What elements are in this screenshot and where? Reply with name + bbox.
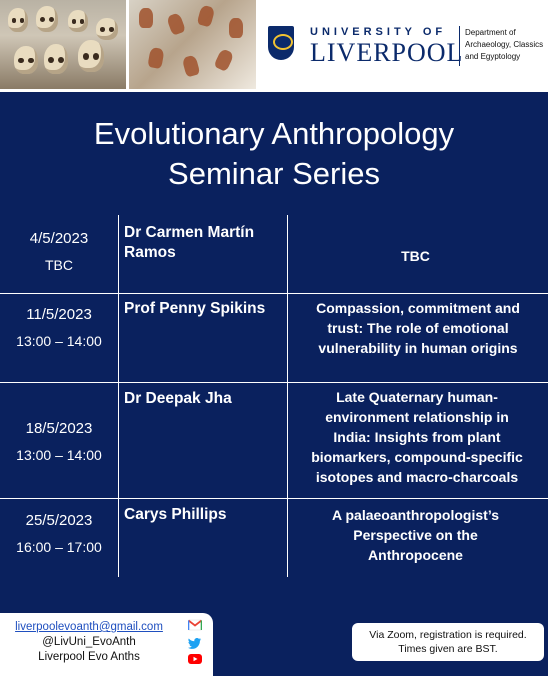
header: UNIVERSITY OF LIVERPOOL Department of Ar… bbox=[0, 0, 548, 92]
youtube-icon[interactable] bbox=[188, 653, 202, 665]
seminar-date-time: 11/5/2023 13:00 – 14:00 bbox=[0, 305, 118, 351]
hand-stencil bbox=[196, 4, 216, 28]
department-name: Department of Archaeology, Classics and … bbox=[465, 28, 544, 61]
seminar-time: 13:00 – 14:00 bbox=[16, 447, 102, 463]
registration-note: Via Zoom, registration is required. Time… bbox=[352, 623, 544, 661]
university-crest-icon bbox=[268, 26, 294, 60]
twitter-icon[interactable] bbox=[188, 637, 202, 649]
hand-stencil bbox=[181, 54, 201, 78]
seminar-talk-title: TBC bbox=[401, 248, 430, 264]
skulls-photo bbox=[0, 0, 126, 89]
seminar-date: 4/5/2023 bbox=[29, 230, 89, 247]
email-link[interactable]: liverpoolevoanth@gmail.com bbox=[15, 621, 163, 633]
seminar-time: 13:00 – 14:00 bbox=[16, 333, 102, 349]
youtube-channel[interactable]: Liverpool Evo Anths bbox=[38, 651, 140, 663]
seminar-date-time: 25/5/2023 16:00 – 17:00 bbox=[0, 511, 118, 557]
logo-divider bbox=[459, 26, 460, 66]
university-name-small: UNIVERSITY OF bbox=[310, 26, 447, 38]
skull-image bbox=[44, 44, 68, 74]
seminar-date-time: 4/5/2023 TBC bbox=[0, 229, 118, 275]
table-divider bbox=[118, 215, 119, 577]
seminar-speaker: Dr Carmen Martín Ramos bbox=[124, 224, 255, 261]
hand-stencil bbox=[213, 47, 235, 73]
gmail-icon[interactable] bbox=[188, 619, 202, 631]
hand-stencil bbox=[166, 12, 186, 36]
main-panel bbox=[0, 92, 548, 676]
speaker-line: Prof Penny Spikins bbox=[124, 300, 266, 317]
seminar-talk-title: Compassion, commitment and trust: The ro… bbox=[316, 300, 520, 356]
skull-image bbox=[96, 18, 118, 40]
seminar-time: 16:00 – 17:00 bbox=[16, 539, 102, 555]
twitter-handle[interactable]: @LivUni_EvoAnth bbox=[42, 636, 136, 648]
hand-stencil bbox=[229, 18, 243, 38]
skull-image bbox=[36, 6, 58, 32]
hand-stencil bbox=[139, 8, 153, 28]
skull-image bbox=[68, 10, 88, 32]
skull-image bbox=[14, 46, 38, 74]
table-divider bbox=[0, 382, 548, 383]
seminar-speaker: Carys Phillips bbox=[124, 506, 227, 523]
seminar-date: 18/5/2023 bbox=[25, 420, 93, 437]
hand-stencils-photo bbox=[129, 0, 256, 89]
seminar-talk-title: A palaeoanthropologist’s Perspective on … bbox=[332, 507, 499, 563]
table-divider bbox=[287, 215, 288, 577]
skull-image bbox=[78, 40, 104, 72]
contact-box: liverpoolevoanth@gmail.com @LivUni_EvoAn… bbox=[0, 613, 213, 676]
university-name: LIVERPOOL bbox=[310, 38, 464, 67]
table-divider bbox=[0, 498, 548, 499]
seminar-date: 11/5/2023 bbox=[26, 306, 92, 323]
page-title: Evolutionary Anthropology Seminar Series bbox=[93, 116, 455, 191]
hand-stencil bbox=[147, 46, 165, 70]
seminar-speaker: Prof Penny Spikins bbox=[124, 299, 286, 319]
skull-image bbox=[8, 8, 28, 32]
seminar-date-time: 18/5/2023 13:00 – 14:00 bbox=[0, 419, 118, 465]
seminar-speaker: Dr Deepak Jha bbox=[124, 390, 232, 407]
table-divider bbox=[0, 293, 548, 294]
seminar-talk-title: Late Quaternary human- environment relat… bbox=[311, 389, 523, 485]
seminar-time: TBC bbox=[45, 257, 73, 273]
seminar-date: 25/5/2023 bbox=[25, 512, 93, 529]
